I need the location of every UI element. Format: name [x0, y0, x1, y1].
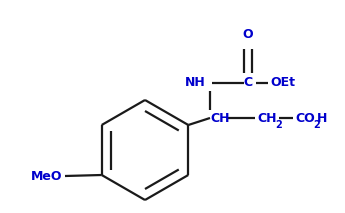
Text: CH: CH — [257, 111, 276, 125]
Text: MeO: MeO — [31, 170, 63, 183]
Text: 2: 2 — [275, 120, 282, 130]
Text: NH: NH — [185, 76, 206, 89]
Text: CH: CH — [210, 111, 229, 125]
Text: OEt: OEt — [270, 76, 295, 89]
Text: CO: CO — [295, 111, 315, 125]
Text: O: O — [243, 29, 253, 42]
Text: H: H — [317, 111, 327, 125]
Text: C: C — [244, 76, 253, 89]
Text: 2: 2 — [313, 120, 320, 130]
